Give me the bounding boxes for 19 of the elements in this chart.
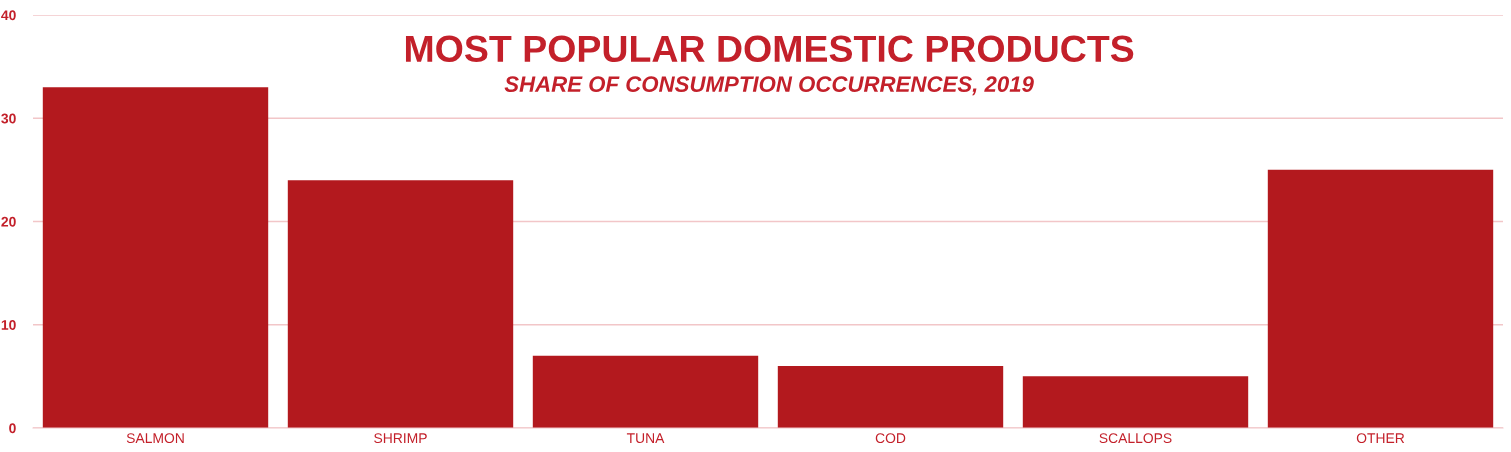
x-tick-label: OTHER [1356,433,1405,444]
bar [532,355,759,428]
y-tick-label: 30 [1,113,16,124]
y-tick-label: 10 [1,320,16,330]
y-tick-label: 40 [1,10,16,21]
bar [42,87,269,428]
bar [1267,169,1494,428]
bar [777,366,1004,428]
x-tick-label: TUNA [626,433,665,444]
x-tick-label: COD [875,433,906,444]
bar [287,180,514,428]
y-tick-label: 0 [9,423,16,434]
chart-title: MOST POPULAR DOMESTIC PRODUCTS [405,35,1134,63]
bar [1022,376,1249,428]
text: SHARE OF CONSUMPTION OCCURRENCES, 2019 [504,76,1034,96]
y-tick-label: 20 [1,216,16,227]
x-tick-label: SHRIMP [374,433,427,444]
x-tick-label: SCALLOPS [1099,433,1172,444]
x-tick-label: SALMON [126,433,184,444]
